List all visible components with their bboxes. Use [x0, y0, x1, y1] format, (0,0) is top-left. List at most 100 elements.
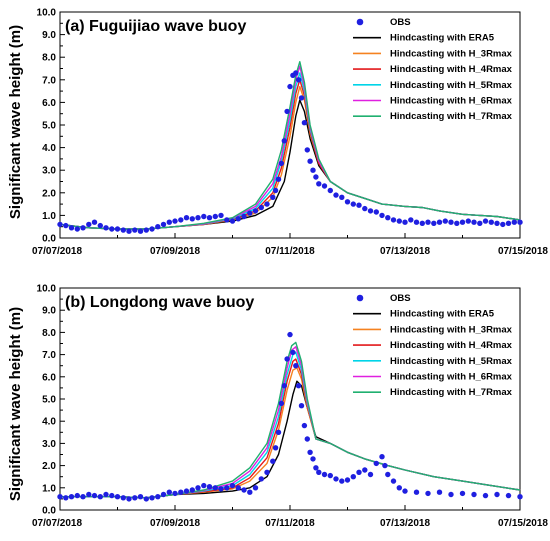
- obs-point: [321, 183, 328, 189]
- obs-point: [454, 220, 460, 226]
- obs-point: [120, 227, 127, 233]
- obs-point: [295, 77, 302, 83]
- y-tick-label: 9.0: [42, 306, 56, 317]
- obs-point: [252, 208, 259, 214]
- obs-point: [212, 485, 218, 491]
- obs-point: [270, 458, 276, 464]
- obs-point: [137, 494, 144, 500]
- y-tick-label: 6.0: [42, 98, 56, 109]
- y-tick-label: 10.0: [37, 284, 57, 295]
- obs-point: [229, 218, 236, 224]
- obs-point: [86, 221, 92, 228]
- obs-point: [425, 490, 431, 497]
- obs-point: [425, 219, 431, 225]
- obs-point: [402, 488, 408, 494]
- obs-point: [201, 482, 207, 489]
- obs-point: [482, 492, 489, 499]
- obs-point: [307, 449, 313, 455]
- obs-point: [448, 491, 454, 498]
- obs-point: [74, 492, 81, 499]
- obs-point: [293, 70, 299, 76]
- x-tick-label: 07/07/2018: [32, 518, 82, 529]
- obs-point: [278, 160, 285, 167]
- y-tick-label: 2.0: [42, 461, 56, 472]
- legend-label: Hindcasting with H_4Rmax: [390, 64, 513, 75]
- obs-point: [413, 219, 420, 225]
- obs-point: [132, 495, 138, 501]
- obs-point: [201, 213, 207, 220]
- obs-point: [379, 454, 385, 460]
- y-axis-label-b: Significant wave height (m): [7, 307, 24, 501]
- obs-point: [293, 363, 299, 369]
- obs-point: [316, 181, 322, 187]
- obs-point: [275, 429, 282, 435]
- legend-label: Hindcasting with H_6Rmax: [390, 372, 513, 383]
- obs-point: [310, 167, 316, 173]
- obs-point: [373, 209, 379, 215]
- obs-point: [74, 226, 81, 232]
- obs-point: [218, 212, 224, 219]
- obs-point: [281, 138, 287, 144]
- obs-point: [362, 467, 368, 473]
- obs-point: [275, 176, 282, 182]
- obs-point: [149, 226, 155, 232]
- obs-point: [517, 219, 523, 225]
- obs-point: [390, 478, 397, 484]
- obs-point: [218, 486, 224, 492]
- x-tick-label: 07/09/2018: [150, 518, 200, 529]
- obs-point: [301, 422, 308, 429]
- obs-point: [494, 491, 500, 498]
- obs-point: [321, 471, 328, 478]
- obs-point: [80, 494, 86, 500]
- obs-point: [385, 471, 391, 478]
- obs-point: [313, 465, 319, 471]
- obs-point: [298, 95, 305, 101]
- obs-point: [505, 492, 512, 499]
- legend-label: Hindcasting with H_3Rmax: [390, 324, 513, 335]
- obs-point: [431, 220, 437, 226]
- legend-label: Hindcasting with ERA5: [390, 33, 495, 44]
- obs-point: [304, 147, 310, 153]
- obs-point: [126, 228, 132, 234]
- y-tick-label: 8.0: [42, 53, 56, 64]
- y-tick-label: 9.0: [42, 30, 56, 41]
- obs-point: [494, 220, 500, 226]
- obs-point: [517, 494, 523, 500]
- obs-point: [436, 219, 443, 225]
- obs-point: [235, 216, 241, 222]
- obs-point: [281, 383, 287, 389]
- obs-point: [235, 485, 241, 491]
- x-tick-label: 07/07/2018: [32, 246, 82, 257]
- obs-point: [63, 222, 69, 229]
- series-line: [60, 380, 521, 499]
- obs-point: [379, 212, 385, 219]
- legend-label: Hindcasting with H_3Rmax: [390, 48, 513, 59]
- obs-point: [396, 218, 402, 224]
- obs-point: [229, 482, 236, 489]
- legend-label: Hindcasting with ERA5: [390, 309, 495, 320]
- y-tick-label: 3.0: [42, 166, 56, 177]
- obs-point: [287, 83, 293, 90]
- obs-point: [241, 213, 247, 220]
- legend-label: Hindcasting with H_7Rmax: [390, 387, 513, 398]
- x-tick-label: 07/15/2018: [498, 246, 548, 257]
- obs-point: [178, 217, 184, 223]
- obs-point: [290, 349, 296, 356]
- obs-point: [57, 221, 63, 228]
- obs-point: [442, 218, 448, 224]
- obs-point: [97, 222, 104, 229]
- obs-point: [350, 201, 356, 207]
- obs-point: [258, 476, 264, 482]
- obs-point: [143, 496, 149, 502]
- obs-point: [68, 225, 75, 231]
- obs-point: [390, 217, 397, 223]
- obs-point: [436, 489, 443, 495]
- obs-point: [287, 331, 293, 338]
- obs-point: [247, 489, 253, 495]
- obs-point: [272, 187, 279, 194]
- obs-point: [97, 494, 104, 500]
- obs-point: [471, 491, 477, 498]
- obs-point: [172, 490, 178, 497]
- obs-point: [103, 225, 109, 231]
